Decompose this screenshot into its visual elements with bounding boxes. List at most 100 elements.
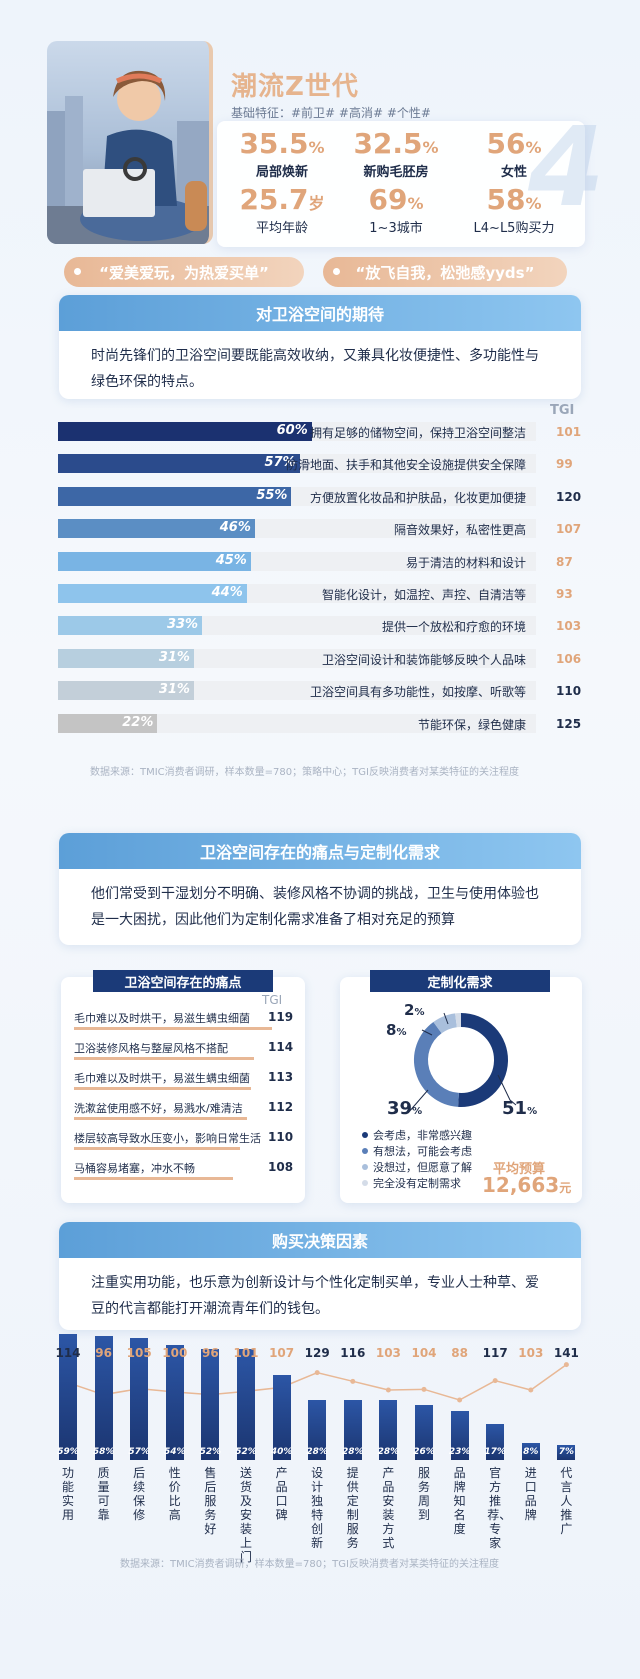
pain-bar (74, 1177, 233, 1180)
purchase-bar-value: 28% (306, 1447, 328, 1457)
persona-title: 潮流Z世代 (231, 72, 359, 102)
expectation-tgi: 99 (556, 457, 573, 472)
purchase-bar (237, 1349, 255, 1460)
section-expectation: 对卫浴空间的期待 时尚先锋们的卫浴空间要既能高效收纳，又兼具化妆便捷性、多功能性… (59, 295, 581, 399)
purchase-bar-value: 17% (484, 1447, 506, 1457)
purchase-bar (272, 1374, 291, 1460)
pain-label: 楼层较高导致水压变小，影响日常生活 (74, 1132, 261, 1145)
pain-label: 洗漱盆使用感不好，易溅水/难清洁 (74, 1102, 243, 1115)
legend-item: 有想法，可能会考虑 (362, 1143, 472, 1159)
donut-leader-line (421, 1029, 433, 1036)
person-illustration (47, 70, 209, 244)
purchase-category: 产品口碑 (275, 1466, 288, 1522)
purchase-bar-value: 58% (92, 1447, 115, 1457)
expectation-bar-value: 46% (219, 520, 251, 536)
stat-label: 女性 (500, 165, 527, 180)
stat-value: 25.7岁 (222, 186, 342, 214)
purchase-bar-value: 26% (413, 1447, 435, 1457)
pain-label: 毛巾难以及时烘干，易滋生螨虫细菌 (74, 1012, 250, 1025)
expectation-bar-value: 22% (122, 714, 154, 730)
stat-5: 58% L4~L5购买力 (454, 186, 574, 237)
custom-panel-title: 定制化需求 (370, 970, 550, 992)
purchase-bar-value: 7% (558, 1447, 575, 1457)
purchase-tgi: 104 (411, 1346, 437, 1360)
expectation-bar-value: 55% (256, 487, 288, 503)
expectation-bar-value: 60% (276, 423, 308, 438)
tgi-header: TGI (550, 403, 575, 418)
purchase-category: 性价比高 (168, 1466, 181, 1522)
purchase-bar (379, 1400, 398, 1460)
section-purchase-body: 注重实用功能，也乐意为创新设计与个性化定制买单，专业人士种草、爱豆的代言都能打开… (91, 1275, 539, 1317)
section-expectation-title: 对卫浴空间的期待 (59, 295, 581, 331)
expectation-bar (58, 713, 158, 733)
purchase-tgi: 114 (55, 1346, 81, 1360)
donut-slice (414, 1021, 460, 1107)
purchase-bar (521, 1442, 540, 1460)
expectation-bar-label: 卫浴空间具有多功能性，如按摩、听歌等 (309, 685, 526, 700)
expectation-tgi: 125 (556, 716, 582, 731)
legend-label: 会考虑，非常感兴趣 (373, 1129, 472, 1142)
expectation-bar-label: 隔音效果好，私密性更高 (393, 523, 526, 538)
legend-label: 有想法，可能会考虑 (373, 1145, 472, 1158)
pain-panel (61, 977, 305, 1203)
purchase-tgi: 107 (269, 1346, 295, 1360)
stat-1: 32.5% 新购毛胚房 (336, 130, 456, 181)
stat-2: 56% 女性 (454, 130, 574, 181)
stat-value: 69% (336, 186, 456, 214)
purchase-bar-value: 59% (57, 1447, 79, 1457)
donut-value: 2 (404, 1001, 415, 1019)
section-expectation-body: 时尚先锋们的卫浴空间要既能高效收纳，又兼具化妆便捷性、多功能性与绿色环保的特点。 (91, 348, 539, 390)
pain-tgi: 119 (268, 1010, 294, 1024)
expectation-bar-row: 31% 卫浴空间设计和装饰能够反映个人品味 (58, 648, 536, 668)
expectation-bar-label: 智能化设计，如温控、声控、自清洁等 (321, 588, 526, 602)
pain-tgi: 110 (268, 1130, 294, 1144)
legend-dot-icon (362, 1180, 368, 1186)
purchase-bar (130, 1338, 149, 1460)
legend-dot-icon (362, 1148, 368, 1154)
purchase-category: 送货及安装上门 (239, 1466, 252, 1564)
stat-unit: % (407, 194, 424, 213)
expectation-bar-label: 防滑地面、扶手和其他安全设施提供安全保障 (285, 458, 526, 473)
expectation-tgi: 103 (556, 619, 582, 634)
stats-card (217, 121, 585, 247)
purchase-category: 官方推荐、专家 (487, 1466, 512, 1550)
expectation-bar (58, 616, 203, 636)
tgi-point (385, 1387, 391, 1393)
tag-dot-icon (333, 268, 340, 275)
purchase-tgi: 100 (162, 1346, 188, 1360)
expectation-bar-label: 拥有足够的储物空间，保持卫浴空间整洁 (309, 426, 526, 440)
source-note-2: 数据来源：TMIC消费者调研，样本数量=780；TGI反映消费者对某类特征的关注… (120, 1559, 499, 1570)
purchase-category: 后续保修 (133, 1466, 146, 1522)
donut-slice (433, 1013, 458, 1034)
donut-value-label: 8% (386, 1020, 406, 1039)
purchase-tgi: 103 (375, 1346, 401, 1360)
purchase-bar-value: 54% (164, 1447, 186, 1457)
expectation-tgi: 87 (556, 554, 573, 569)
expectation-bar-row: 22% 节能环保，绿色健康 (58, 713, 536, 733)
tgi-point (421, 1386, 427, 1392)
purchase-tgi: 103 (518, 1346, 544, 1360)
expectation-bar-value: 31% (158, 649, 190, 665)
pain-tgi: 114 (268, 1040, 294, 1054)
purchase-bar-value: 57% (128, 1447, 150, 1457)
purchase-tgi: 96 (202, 1346, 219, 1360)
expectation-tgi: 120 (556, 489, 582, 504)
tag-dot-icon (74, 268, 81, 275)
donut-value: 8 (386, 1021, 397, 1039)
legend-label: 完全没有定制需求 (373, 1177, 461, 1190)
purchase-category: 功能实用 (61, 1466, 74, 1522)
expectation-bar-row: 55% 方便放置化妆品和护肤品，化妆更加便捷 (58, 486, 536, 506)
stat-3: 25.7岁 平均年龄 (222, 186, 342, 237)
purchase-tgi: 141 (553, 1346, 579, 1360)
section-purchase: 购买决策因素 注重实用功能，也乐意为创新设计与个性化定制买单，专业人士种草、爱豆… (59, 1222, 581, 1330)
purchase-bar-value: 28% (377, 1447, 400, 1457)
section-pain-title: 卫浴空间存在的痛点与定制化需求 (59, 833, 581, 869)
donut-value: 51 (502, 1098, 528, 1119)
stat-label: 局部焕新 (255, 165, 308, 180)
hero-photo (47, 41, 213, 244)
persona-subtitle: 基础特征：#前卫# #高消# #个性# (231, 106, 431, 120)
section-pain: 卫浴空间存在的痛点与定制化需求 他们常受到干湿划分不明确、装修风格不协调的挑战，… (59, 833, 581, 945)
donut-unit: % (412, 1106, 423, 1117)
expectation-bar-label: 易于清洁的材料和设计 (405, 555, 526, 570)
purchase-tgi: 96 (95, 1346, 112, 1360)
